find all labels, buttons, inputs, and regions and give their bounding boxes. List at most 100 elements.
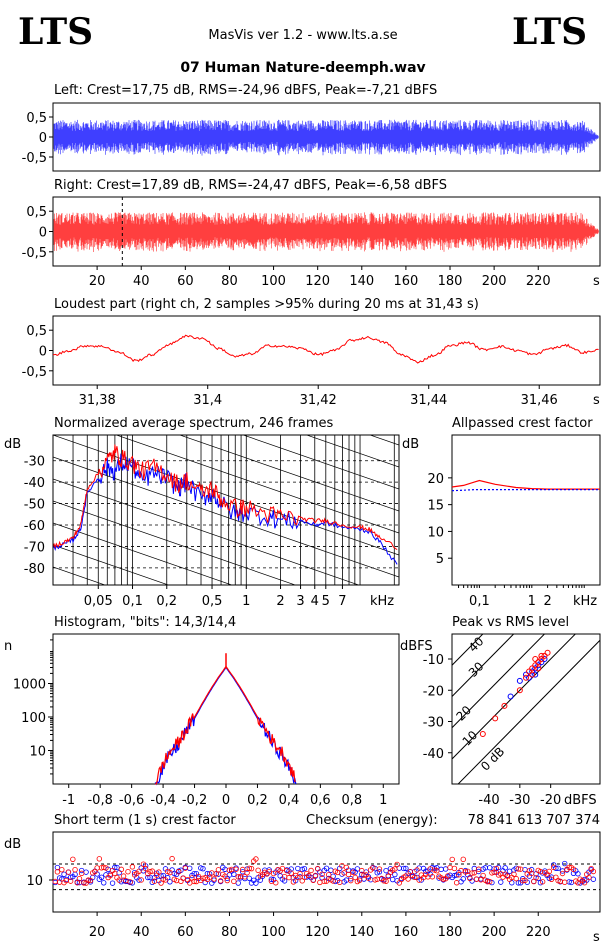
spectrum-ytick-label: -60 xyxy=(24,519,45,534)
right-xtick-label: 220 xyxy=(526,274,551,289)
short-crest-point xyxy=(392,871,398,878)
spectrum-xunit: kHz xyxy=(370,594,394,609)
short-crest-point xyxy=(372,877,378,883)
short-crest-point xyxy=(54,869,61,875)
short-crest-ytick-label: 10 xyxy=(26,874,43,889)
short-crest-point xyxy=(200,865,206,872)
spectrum-title: Normalized average spectrum, 246 frames xyxy=(54,416,333,431)
short-crest-point xyxy=(244,870,250,876)
short-crest-point xyxy=(570,866,577,872)
short-crest-point xyxy=(270,870,277,877)
short-crest-point xyxy=(98,874,105,880)
peak-rms-point xyxy=(544,649,551,656)
histogram-series-1 xyxy=(155,665,296,785)
allpassed-ytick-label: 20 xyxy=(427,472,444,487)
peak-rms-diagonal-label: 40 xyxy=(466,634,487,655)
peak-rms-point xyxy=(507,693,514,700)
spectrum-grid-group xyxy=(53,435,399,753)
short-crest-point xyxy=(312,872,319,879)
right-xtick-label: 40 xyxy=(133,274,150,289)
short-crest-point xyxy=(211,876,217,882)
histogram-ytick-label: 1000 xyxy=(13,677,46,692)
peak-rms-ytick-label: -20 xyxy=(423,684,444,699)
short-crest-point xyxy=(383,867,389,874)
short-crest-point xyxy=(350,869,356,875)
peak-rms-diagonal xyxy=(452,634,484,666)
short-crest-point xyxy=(191,870,197,877)
short-crest-point xyxy=(279,865,286,872)
peak-rms-point xyxy=(516,677,523,684)
spectrum-slope-line xyxy=(242,435,399,490)
loudest-ytick-label: 0,5 xyxy=(26,324,47,339)
spectrum-xtick-label: 1 xyxy=(242,594,250,609)
peak-rms-point xyxy=(538,659,545,666)
short-crest-point xyxy=(158,880,164,886)
spectrum-ytick-label: -70 xyxy=(24,540,45,555)
peak-rms-point xyxy=(538,652,545,659)
short-crest-point xyxy=(233,866,239,872)
short-crest-point xyxy=(517,866,524,872)
short-crest-point xyxy=(467,875,473,882)
short-crest-point xyxy=(400,865,407,872)
peak-rms-diagonal xyxy=(452,634,515,697)
short-crest-point xyxy=(460,856,466,863)
checksum-label: Checksum (energy): xyxy=(306,813,438,828)
peak-rms-diagonal-label: 20 xyxy=(453,703,474,724)
short-crest-point xyxy=(120,873,127,879)
short-crest-point xyxy=(539,879,546,885)
short-crest-point xyxy=(370,865,376,871)
short-crest-point xyxy=(96,856,103,862)
short-crest-point xyxy=(94,865,100,871)
short-crest-point xyxy=(295,865,301,872)
short-crest-point xyxy=(246,875,253,882)
short-crest-point xyxy=(246,865,253,871)
short-crest-point xyxy=(515,866,522,872)
short-crest-point xyxy=(206,874,213,880)
short-crest-point xyxy=(383,878,389,884)
left-waveform xyxy=(53,119,599,156)
short-crest-point xyxy=(147,869,153,875)
right-waveform xyxy=(53,212,599,253)
histogram-xtick-label: -0,4 xyxy=(150,793,175,808)
short-crest-point xyxy=(489,870,495,876)
peak-rms-diagonal-label: 0 dB xyxy=(478,744,507,773)
short-crest-point xyxy=(434,868,440,874)
histogram-xtick-label: -0,8 xyxy=(87,793,112,808)
spectrum-slope-line xyxy=(53,633,399,753)
short-crest-point xyxy=(513,875,519,882)
short-crest-point xyxy=(198,865,204,871)
logo-left: LTS xyxy=(18,11,93,53)
peak-rms-diagonal-label: 10 xyxy=(460,728,481,749)
short-crest-point xyxy=(389,876,396,883)
right-title: Right: Crest=17,89 dB, RMS=-24,47 dBFS, … xyxy=(54,178,447,193)
short-crest-point xyxy=(107,872,114,879)
peak-rms-ytick-label: -10 xyxy=(423,653,444,668)
short-crest-point xyxy=(167,869,173,876)
peak-rms-point xyxy=(492,715,499,722)
short-crest-point xyxy=(145,874,151,881)
short-crest-point xyxy=(277,873,283,879)
spectrum-series-1 xyxy=(53,444,398,551)
short-crest-title: Short term (1 s) crest factor xyxy=(54,813,236,828)
short-crest-point xyxy=(445,873,451,879)
peak-rms-point xyxy=(529,671,536,678)
short-crest-point xyxy=(520,877,526,884)
right-xtick-label: 120 xyxy=(305,274,330,289)
short-crest-point xyxy=(103,865,109,871)
short-crest-point xyxy=(575,871,581,877)
spectrum-slope-line xyxy=(53,478,360,585)
short-crest-xtick-label: 120 xyxy=(305,925,330,940)
short-crest-point xyxy=(385,873,391,880)
allpassed-xunit: kHz xyxy=(573,594,597,609)
short-crest-point xyxy=(118,866,125,873)
short-crest-point xyxy=(321,878,327,885)
short-crest-point xyxy=(288,870,294,876)
short-crest-point xyxy=(290,879,297,885)
short-crest-point xyxy=(116,869,122,876)
peak-rms-point xyxy=(532,671,539,678)
short-crest-point xyxy=(337,879,343,886)
short-crest-xtick-label: 180 xyxy=(438,925,463,940)
loudest-xtick-label: 31,4 xyxy=(193,393,222,408)
loudest-xtick-label: 31,46 xyxy=(521,393,558,408)
short-crest-point xyxy=(471,870,477,876)
